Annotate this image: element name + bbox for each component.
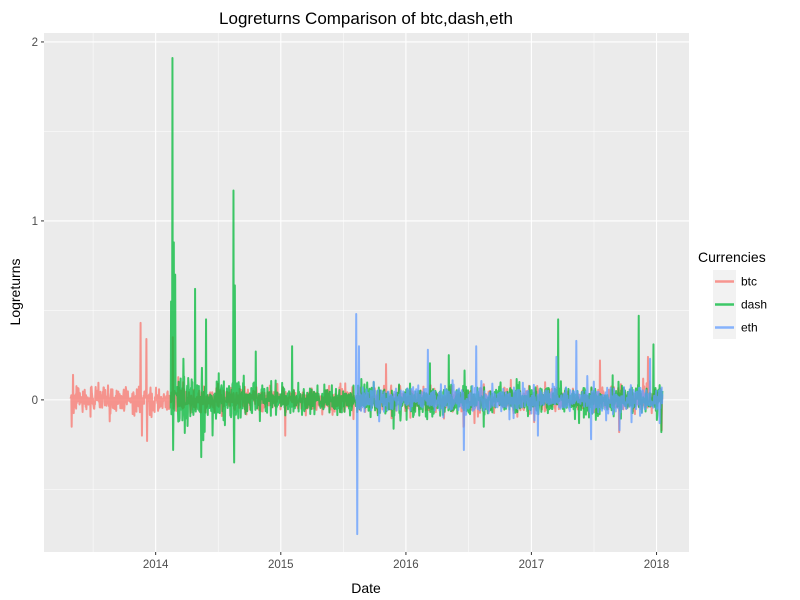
legend-label-dash: dash [741,298,767,312]
x-tick-label: 2014 [143,559,169,571]
legend-title: Currencies [698,249,766,265]
x-tick-label: 2015 [268,559,294,571]
chart-title: Logreturns Comparison of btc,dash,eth [219,9,513,28]
y-tick-label: 0 [32,395,38,407]
x-tick-label: 2017 [519,559,545,571]
y-tick-label: 2 [32,37,38,49]
x-axis-title: Date [351,580,381,596]
y-axis-title: Logreturns [7,259,23,326]
x-tick-label: 2018 [644,559,670,571]
minor-gridlines [44,33,689,552]
y-tick-label: 1 [32,216,38,228]
x-axis-ticks: 2014 2015 2016 2017 2018 [143,552,669,571]
legend: Currencies btc dash eth [698,249,767,339]
series-line-eth [354,312,664,536]
legend-label-eth: eth [741,321,758,335]
y-axis-ticks: 0 1 2 [32,37,44,407]
plot-panel [44,33,689,552]
legend-label-btc: btc [741,275,757,289]
series-lines [69,57,664,536]
x-tick-label: 2016 [393,559,419,571]
